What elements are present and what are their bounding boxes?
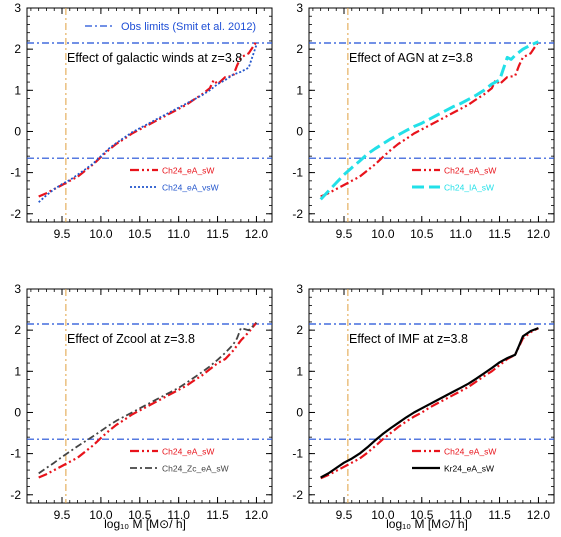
y-tick-label: 0 <box>14 405 21 419</box>
x-tick-label: 11.0 <box>449 508 472 522</box>
x-tick-label: 12.0 <box>527 227 551 241</box>
x-tick-label: 10.0 <box>89 508 113 522</box>
x-tick-label: 11.0 <box>449 227 472 241</box>
legend-label-Kr24_eA_sW: Kr24_eA_sW <box>444 464 494 474</box>
legend-label-Ch24_eA_sW: Ch24_eA_sW <box>444 166 496 176</box>
y-tick-label: 2 <box>14 42 21 56</box>
y-tick-label: 0 <box>296 124 303 138</box>
y-tick-label: 2 <box>296 42 303 56</box>
legend-label-Ch24_eA_sW: Ch24_eA_sW <box>162 166 214 176</box>
x-tick-label: 12.0 <box>527 508 551 522</box>
legend-label-Ch24_eA_sW: Ch24_eA_sW <box>162 447 214 457</box>
y-tick-label: 1 <box>14 83 21 97</box>
y-tick-label: -2 <box>292 488 303 502</box>
panel-annotation: Effect of galactic winds at z=3.8 <box>67 51 242 65</box>
y-tick-label: -1 <box>10 166 21 180</box>
x-tick-label: 11.5 <box>488 227 511 241</box>
panel-annotation: Effect of AGN at z=3.8 <box>349 51 473 65</box>
legend-label-Ch24_Zc_eA_sW: Ch24_Zc_eA_sW <box>162 464 229 474</box>
x-tick-label: 11.0 <box>167 508 190 522</box>
chart-panel-3: -2 -1 0 1 2 3 9.5 10.0 10.5 11.0 11.5 12.0 Effect of… <box>10 282 273 522</box>
x-tick-label: 10.0 <box>371 508 395 522</box>
x-tick-label: 9.5 <box>54 227 71 241</box>
x-tick-label: 9.5 <box>336 508 353 522</box>
y-tick-label: 1 <box>296 364 303 378</box>
x-tick-label: 9.5 <box>54 508 71 522</box>
x-tick-label: 12.0 <box>245 508 269 522</box>
legend-label-Ch24_eA_vsW: Ch24_eA_vsW <box>162 183 219 193</box>
x-tick-label: 10.0 <box>371 227 395 241</box>
y-tick-label: -2 <box>10 207 21 221</box>
x-tick-label: 10.5 <box>410 508 434 522</box>
y-tick-label: -2 <box>292 207 303 221</box>
chart-panel-1: -2 -1 0 1 2 3 9.5 10.0 10.5 11.0 11.5 12.0 Effect of… <box>10 1 273 241</box>
x-axis-label-left: log₁₀ M [M⊙/ h] <box>104 517 186 531</box>
x-tick-label: 10.5 <box>128 508 152 522</box>
chart-panel-4: -2 -1 0 1 2 3 9.5 10.0 10.5 11.0 11.5 12.0 Effect of… <box>292 282 555 522</box>
y-tick-label: -1 <box>10 447 21 461</box>
panel-annotation: Effect of Zcool at z=3.8 <box>67 332 195 346</box>
legend-label-obs-limits: Obs limits (Smit et al. 2012) <box>121 21 256 33</box>
legend-label-Ch24_eA_sW: Ch24_eA_sW <box>444 447 496 457</box>
series-line-Ch24_eA_vsW <box>38 44 258 203</box>
series-line-Ch24_Zc_eA_sW <box>38 322 258 475</box>
y-tick-label: -2 <box>10 488 21 502</box>
y-tick-label: 3 <box>296 282 303 296</box>
x-tick-label: 10.5 <box>128 227 152 241</box>
series-line-Kr24_eA_sW <box>320 327 539 479</box>
series-line-Ch24_eA_sW <box>38 41 258 198</box>
x-tick-label: 9.5 <box>336 227 353 241</box>
y-tick-label: -1 <box>292 447 303 461</box>
x-tick-label: 12.0 <box>245 227 269 241</box>
x-tick-label: 11.5 <box>206 227 229 241</box>
series-line-Ch24_eA_sW <box>38 322 258 479</box>
y-tick-label: 3 <box>14 282 21 296</box>
x-tick-label: 11.5 <box>488 508 511 522</box>
chart-panel-2: -2 -1 0 1 2 3 9.5 10.0 10.5 11.0 11.5 12.0 Effect of… <box>292 1 555 241</box>
series-line-Ch24_eA_sW <box>320 41 540 198</box>
series-line-Ch24_IA_sW <box>319 40 539 201</box>
x-tick-label: 11.5 <box>206 508 229 522</box>
y-tick-label: -1 <box>292 166 303 180</box>
y-tick-label: 3 <box>14 1 21 15</box>
y-tick-label: 2 <box>14 323 21 337</box>
y-tick-label: 2 <box>296 323 303 337</box>
legend-label-Ch24_IA_sW: Ch24_IA_sW <box>444 183 494 193</box>
x-tick-label: 10.5 <box>410 227 434 241</box>
y-tick-label: 1 <box>14 364 21 378</box>
y-tick-label: 0 <box>296 405 303 419</box>
x-tick-label: 11.0 <box>167 227 190 241</box>
x-axis-label-right: log₁₀ M [M⊙/ h] <box>386 517 468 531</box>
panel-annotation: Effect of IMF at z=3.8 <box>349 332 468 346</box>
y-tick-label: 1 <box>296 83 303 97</box>
x-tick-label: 10.0 <box>89 227 113 241</box>
y-tick-label: 3 <box>296 1 303 15</box>
y-tick-label: 0 <box>14 124 21 138</box>
